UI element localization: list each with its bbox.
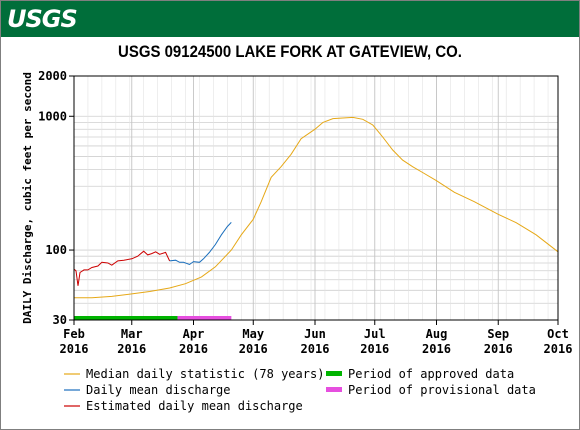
chart-periods	[74, 316, 232, 320]
x-tick-label-year: 2016	[360, 342, 389, 356]
chart-title: USGS 09124500 LAKE FORK AT GATEVIEW, CO.	[118, 42, 462, 61]
period-bar-1	[177, 316, 232, 320]
x-tick-label-year: 2016	[422, 342, 451, 356]
x-tick-label-year: 2016	[239, 342, 268, 356]
x-tick-label-year: 2016	[544, 342, 573, 356]
x-tick-label-month: Aug	[426, 327, 448, 341]
chart-series	[73, 116, 559, 299]
x-tick-label-month: Jun	[304, 327, 326, 341]
x-tick-label-year: 2016	[484, 342, 513, 356]
x-tick-label-year: 2016	[60, 342, 89, 356]
period-bar-0	[74, 316, 178, 320]
legend-label: Median daily statistic (78 years)	[86, 367, 324, 381]
legend-label: Daily mean discharge	[86, 383, 231, 397]
legend-label: Estimated daily mean discharge	[86, 399, 303, 413]
plot-area	[73, 75, 559, 321]
legend-swatch-bar	[326, 387, 342, 392]
x-tick-label-month: Oct	[547, 327, 569, 341]
x-tick-label-month: Sep	[487, 327, 509, 341]
chart-axes: 3010010002000Feb2016Mar2016Apr2016May201…	[38, 69, 572, 356]
x-tick-label-year: 2016	[301, 342, 330, 356]
y-tick-label: 100	[45, 243, 67, 257]
series-line-0	[74, 116, 559, 299]
y-tick-label: 2000	[38, 69, 67, 83]
x-tick-label-year: 2016	[117, 342, 146, 356]
usgs-logo-text: USGS	[7, 5, 78, 33]
legend-label: Period of provisional data	[348, 383, 536, 397]
legend-label: Period of approved data	[348, 367, 514, 381]
x-tick-label-month: Apr	[183, 327, 205, 341]
y-tick-label: 30	[53, 313, 67, 327]
x-tick-label-year: 2016	[179, 342, 208, 356]
series-line-2	[73, 250, 171, 286]
usgs-logo[interactable]: USGS	[7, 5, 78, 33]
x-tick-label-month: Feb	[63, 327, 85, 341]
y-tick-label: 1000	[38, 109, 67, 123]
chart-grid	[73, 76, 559, 320]
legend-swatch-bar	[326, 371, 342, 376]
x-tick-label-month: May	[242, 327, 264, 341]
series-line-1	[169, 222, 232, 266]
y-axis-label: DAILY Discharge, cubic feet per second	[21, 72, 34, 324]
x-tick-label-month: Mar	[121, 327, 143, 341]
x-tick-label-month: Jul	[364, 327, 386, 341]
chart-legend: Median daily statistic (78 years) Daily m…	[64, 367, 536, 413]
usgs-header-bar: USGS	[1, 1, 579, 37]
